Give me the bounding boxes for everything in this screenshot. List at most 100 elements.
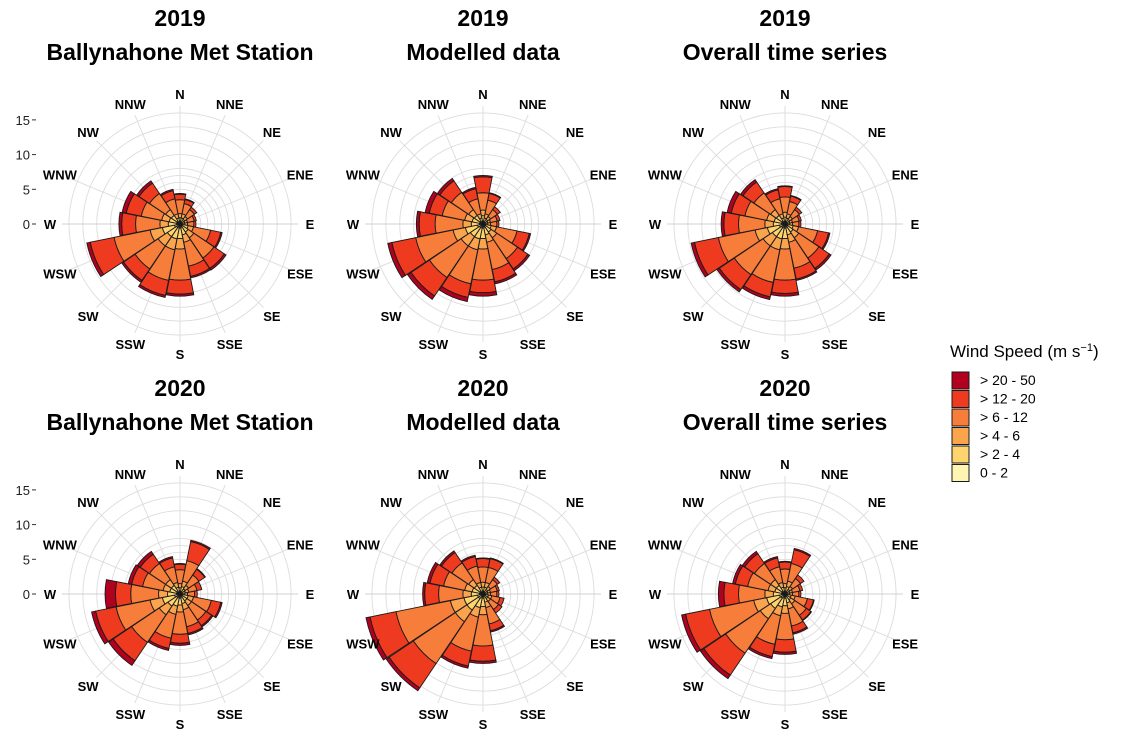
rose-segment-S xyxy=(165,292,195,297)
rose-segment-WNW xyxy=(127,564,140,585)
panel-title-year: 2020 xyxy=(154,375,205,401)
rose-segment-ENE xyxy=(494,584,500,592)
rose-segment-E xyxy=(496,590,500,598)
direction-label: N xyxy=(780,457,789,472)
rose-segment-W xyxy=(415,210,421,238)
grid-spoke xyxy=(179,178,290,225)
legend-swatch xyxy=(951,464,970,482)
radial-tick-label: 0 xyxy=(23,587,30,602)
panel-title-year: 2020 xyxy=(759,375,810,401)
rose-segment-NNW xyxy=(460,554,476,563)
rose-segment-S xyxy=(469,278,497,294)
legend-label: > 20 - 50 xyxy=(980,372,1036,388)
direction-label: NW xyxy=(77,495,99,510)
direction-label: NE xyxy=(566,125,584,140)
direction-label: E xyxy=(911,587,920,602)
direction-label: WSW xyxy=(346,267,380,282)
rose-segment-WNW xyxy=(424,190,438,214)
rose-segment-N xyxy=(473,174,493,179)
rose-segment-N xyxy=(475,558,491,568)
rose-segment-W xyxy=(418,211,437,237)
rose-segment-SW xyxy=(699,648,731,680)
direction-label: ENE xyxy=(892,537,919,552)
direction-label: NNE xyxy=(519,97,547,112)
rose-segment-WSW xyxy=(86,241,105,278)
rose-segment-W xyxy=(723,211,740,237)
rose-segment-N xyxy=(778,560,792,564)
radial-tick-label: 5 xyxy=(23,182,30,197)
radial-tick-label: 15 xyxy=(16,483,30,498)
rose-segment-NE xyxy=(196,568,206,578)
legend-title-suffix: ) xyxy=(1093,342,1099,361)
direction-label: NNW xyxy=(418,97,450,112)
wind-rose-panel: 2019 Modelled data N NNE NE ENE E ESE SE SSE S SSW S… xyxy=(346,5,618,362)
rose-segment-NNW xyxy=(763,556,779,564)
direction-label: ESE xyxy=(287,267,313,282)
direction-label: NNE xyxy=(216,97,244,112)
rose-segment-ESE xyxy=(214,601,223,619)
legend-label: > 6 - 12 xyxy=(980,409,1028,425)
direction-label: NE xyxy=(868,125,886,140)
direction-label: NNE xyxy=(821,97,849,112)
rose-segment-N xyxy=(173,193,187,201)
rose-segment-SSE xyxy=(795,270,818,281)
panel-title-year: 2019 xyxy=(154,5,205,31)
panel-title-year: 2020 xyxy=(457,375,508,401)
rose-segment-NNE xyxy=(190,539,211,551)
rose-segment-SW xyxy=(121,261,143,283)
direction-label: SSE xyxy=(217,707,243,722)
rose-segment-N xyxy=(173,193,187,196)
direction-label: NW xyxy=(380,495,402,510)
direction-label: ESE xyxy=(590,637,616,652)
rose-segment-WNW xyxy=(121,190,135,214)
rose-segment-SW xyxy=(406,271,436,301)
direction-label: ENE xyxy=(287,167,314,182)
direction-label: SW xyxy=(381,309,403,324)
rose-segment-NNE xyxy=(790,194,802,201)
panel-title-year: 2019 xyxy=(759,5,810,31)
rose-segment-W xyxy=(115,581,133,607)
direction-label: SSW xyxy=(418,707,448,722)
direction-label: WNW xyxy=(346,167,381,182)
direction-label: NE xyxy=(263,495,281,510)
legend-swatch xyxy=(951,390,970,408)
grid-spoke xyxy=(784,548,895,595)
direction-label: S xyxy=(176,347,185,362)
direction-label: NW xyxy=(380,125,402,140)
rose-segment-N xyxy=(173,563,187,566)
rose-segment-NW xyxy=(136,180,154,198)
direction-label: NNW xyxy=(115,467,147,482)
direction-label: E xyxy=(306,587,315,602)
direction-label: NNE xyxy=(216,467,244,482)
direction-label: ESE xyxy=(590,267,616,282)
direction-label: WSW xyxy=(648,637,682,652)
grid-spoke xyxy=(482,178,593,225)
direction-label: N xyxy=(175,87,184,102)
direction-label: SE xyxy=(263,679,281,694)
legend-swatch xyxy=(951,427,970,445)
direction-label: ENE xyxy=(287,537,314,552)
direction-label: SSE xyxy=(520,337,546,352)
rose-segment-NE xyxy=(492,206,501,215)
rose-segment-NW xyxy=(436,177,455,196)
direction-label: SE xyxy=(868,679,886,694)
direction-label: NNW xyxy=(115,97,147,112)
rose-segment-S xyxy=(773,638,797,653)
direction-label: NW xyxy=(682,125,704,140)
rose-segment-SSW xyxy=(137,284,167,299)
rose-segment-WSW xyxy=(681,613,702,653)
rose-segment-SSW xyxy=(741,285,771,301)
rose-segment-W xyxy=(118,211,124,237)
legend-label: > 2 - 4 xyxy=(980,446,1020,462)
direction-label: W xyxy=(347,217,360,232)
rose-segment-WSW xyxy=(690,241,709,278)
direction-label: SSW xyxy=(115,707,145,722)
direction-label: N xyxy=(478,87,487,102)
direction-label: S xyxy=(781,347,790,362)
direction-label: SW xyxy=(683,679,705,694)
rose-segment-E xyxy=(193,220,197,228)
panel-title-name: Ballynahone Met Station xyxy=(46,409,313,435)
rose-segment-NNW xyxy=(461,186,477,195)
